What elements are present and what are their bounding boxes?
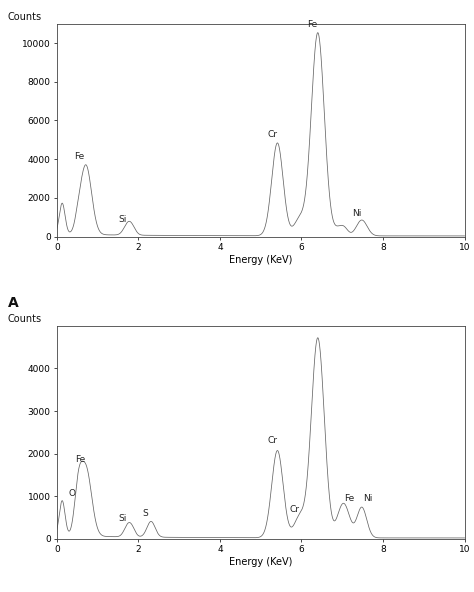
Text: Si: Si: [118, 514, 126, 523]
Text: Cr: Cr: [267, 130, 277, 139]
Text: Fe: Fe: [75, 455, 86, 464]
Text: Cr: Cr: [267, 436, 277, 445]
Text: Si: Si: [118, 215, 126, 224]
X-axis label: Energy (KeV): Energy (KeV): [229, 556, 292, 567]
Text: Counts: Counts: [8, 314, 42, 324]
Text: O: O: [69, 489, 76, 498]
Text: A: A: [8, 296, 18, 310]
Text: Ni: Ni: [363, 494, 372, 503]
Text: Cr: Cr: [290, 505, 300, 514]
Text: Fe: Fe: [307, 21, 318, 30]
Text: Fe: Fe: [74, 152, 84, 161]
Text: Counts: Counts: [8, 12, 42, 21]
X-axis label: Energy (KeV): Energy (KeV): [229, 255, 292, 265]
Text: Ni: Ni: [352, 209, 361, 218]
Text: S: S: [143, 509, 149, 518]
Text: Fe: Fe: [344, 494, 354, 503]
